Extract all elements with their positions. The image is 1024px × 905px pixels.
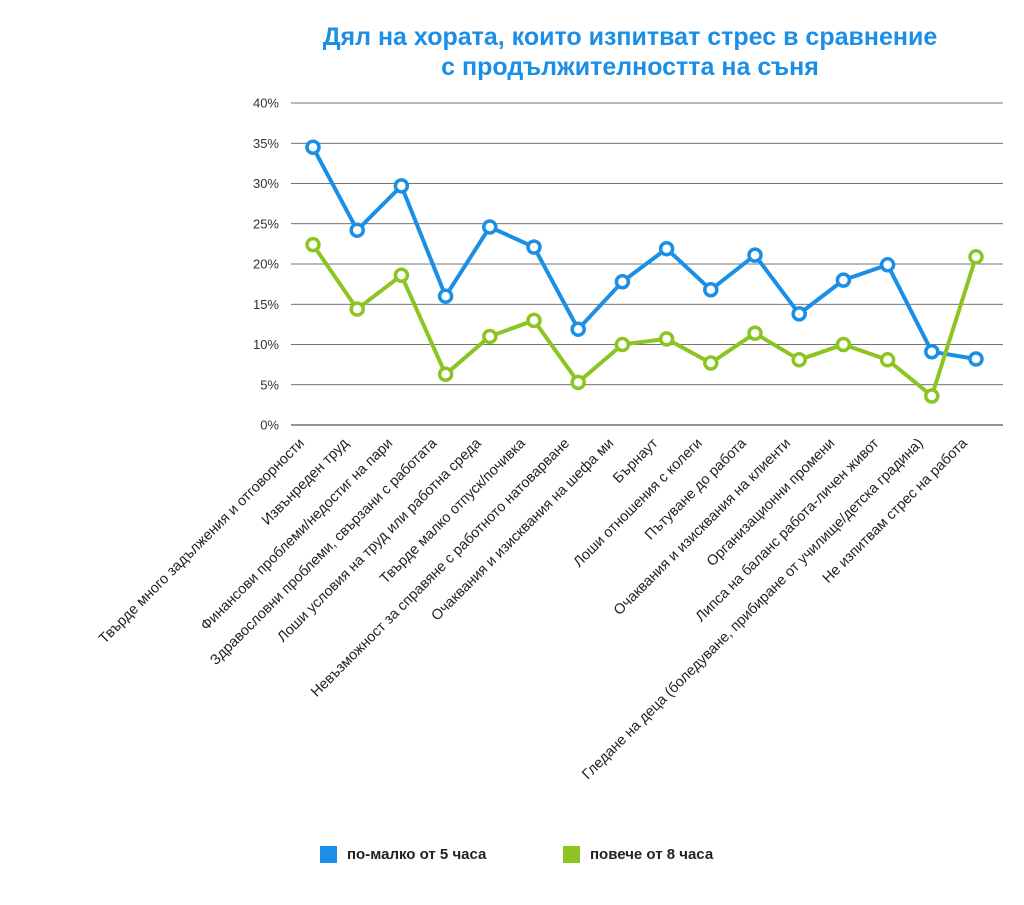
data-point	[482, 328, 498, 345]
data-point	[835, 336, 852, 353]
data-point	[393, 178, 410, 194]
gridlines	[291, 102, 1003, 426]
y-tick-label: 25%	[253, 216, 279, 231]
legend-label-series-2: повече от 8 часа	[590, 846, 714, 863]
data-point	[305, 139, 321, 156]
y-axis: 0% 5% 10% 15% 20% 25% 30% 35% 40%	[253, 96, 279, 433]
series-line-1	[311, 145, 978, 361]
x-tick-label: Твърде много задължения и отговорности	[96, 436, 308, 648]
data-point	[482, 219, 498, 235]
data-point	[349, 222, 365, 238]
data-point	[570, 374, 586, 391]
legend-label-series-1: по-малко от 5 часа	[347, 846, 487, 863]
data-point	[835, 272, 852, 288]
data-point	[791, 306, 807, 322]
data-point	[526, 312, 542, 329]
data-point	[570, 321, 586, 337]
chart-title-line-2: с продължителността на съня	[441, 53, 819, 81]
y-tick-label: 40%	[253, 96, 279, 111]
y-tick-label: 20%	[253, 257, 279, 272]
data-point	[879, 352, 896, 368]
data-point	[791, 352, 807, 368]
data-point	[614, 273, 631, 290]
data-point	[393, 267, 410, 284]
y-tick-label: 5%	[260, 377, 279, 392]
x-tick-label: Финансови проблеми/недостиг на пари	[198, 436, 396, 634]
data-point	[437, 288, 454, 304]
data-point	[879, 257, 896, 273]
legend-swatch-series-1	[320, 846, 337, 863]
data-point	[437, 366, 454, 383]
x-tick-label: Лоши условия на труд или работна среда	[275, 435, 486, 646]
data-point	[968, 351, 984, 367]
legend-item-series-2: повече от 8 часа	[563, 846, 713, 863]
data-point	[968, 249, 984, 265]
data-point	[658, 240, 675, 257]
legend-swatch-series-2	[563, 846, 580, 863]
data-point	[703, 282, 719, 298]
series-line-2	[311, 242, 978, 398]
data-point	[614, 336, 631, 353]
data-point	[747, 325, 763, 341]
y-tick-label: 10%	[253, 337, 279, 352]
data-point	[924, 388, 940, 404]
y-tick-label: 35%	[253, 136, 279, 151]
data-point	[526, 239, 542, 255]
data-point	[305, 236, 321, 253]
data-point	[924, 343, 940, 360]
y-tick-label: 30%	[253, 176, 279, 191]
chart-title: Дял на хората, които изпитват стрес в ср…	[0, 22, 1024, 82]
line-chart: 0% 5% 10% 15% 20% 25% 30% 35% 40% Твърде много з…	[96, 96, 1003, 783]
series-points	[305, 139, 984, 404]
chart-title-line-1: Дял на хората, които изпитват стрес в ср…	[322, 23, 938, 51]
legend-item-series-1: по-малко от 5 часа	[320, 846, 486, 863]
data-point	[703, 355, 719, 371]
data-point	[747, 247, 763, 263]
data-point	[658, 331, 675, 347]
y-tick-label: 15%	[253, 297, 279, 312]
legend: по-малко от 5 часа повече от 8 часа	[0, 846, 1024, 872]
y-tick-label: 0%	[260, 418, 279, 433]
series-lines	[311, 145, 978, 398]
x-axis: Твърде много задължения и отговорностиИз…	[96, 435, 971, 783]
data-point	[349, 301, 365, 317]
